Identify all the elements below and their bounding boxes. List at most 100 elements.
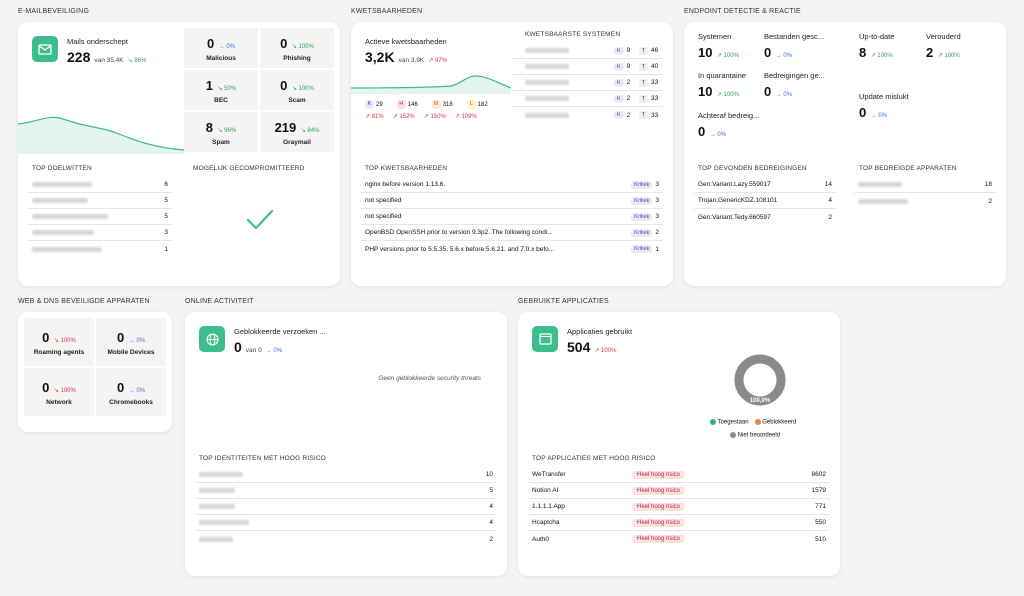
vuln-name: not specified xyxy=(365,197,402,204)
list-item[interactable]: 1 xyxy=(28,241,172,257)
top-devices-list: 18 2 xyxy=(854,177,996,209)
stat-up-to-date[interactable]: Up-to-date 8 ↗ 100% xyxy=(859,32,894,62)
tile-value: 8 xyxy=(205,119,214,135)
list-item[interactable]: 1.1.1.1 App Heel hoog risico 771 xyxy=(528,499,830,515)
tile-bec[interactable]: 1 ↘ 50% BEC xyxy=(184,70,258,110)
chip-medium[interactable]: M 318 xyxy=(431,100,453,109)
count: 5 xyxy=(164,197,168,204)
apps-donut-chart[interactable]: 100,0% xyxy=(732,352,788,408)
stat-systems[interactable]: Systemen 10 ↗ 100% xyxy=(698,32,739,62)
count: 1 xyxy=(655,245,659,253)
list-item[interactable]: K 2 T 33 xyxy=(511,75,663,91)
edr-card[interactable]: Systemen 10 ↗ 100% Bestanden gesc... 0 →… xyxy=(684,22,1006,286)
stat-files-scanned[interactable]: Bestanden gesc... 0 → 0% xyxy=(764,32,824,62)
list-item[interactable]: Trojan.GenericKDZ.108101 4 xyxy=(694,193,836,209)
tile-trend: ↘ 100% xyxy=(291,85,314,92)
list-item[interactable]: not specified Kritiek 3 xyxy=(361,209,663,225)
tile-network[interactable]: 0 ↘ 100% Network xyxy=(24,368,94,416)
blurred-text xyxy=(525,96,569,101)
stat-label: Up-to-date xyxy=(859,32,895,41)
list-item[interactable]: 3 xyxy=(28,225,172,241)
risk-badge: Heel hoog risico xyxy=(632,518,686,527)
email-security-card[interactable]: Mails onderschept 228 van 35,4K ↘ 86% 0 … xyxy=(18,22,340,286)
legend-not-rated[interactable]: Niet beoordeeld xyxy=(730,432,780,439)
list-item[interactable]: nginx before version 1.13.6. Kritiek 3 xyxy=(361,177,663,193)
legend-blocked[interactable]: Geblokkeerd xyxy=(754,419,796,426)
tile-malicious[interactable]: 0 → 0% Malicious xyxy=(184,28,258,68)
blurred-text xyxy=(32,182,92,187)
list-item[interactable]: 5 xyxy=(28,209,172,225)
vulns-sparkline xyxy=(351,75,511,94)
blocked-requests-trend: → 0% xyxy=(265,348,283,354)
app-name: Notion AI xyxy=(532,487,559,494)
chip-high[interactable]: H 146 xyxy=(396,100,418,109)
tile-mobile-devices[interactable]: 0 → 0% Mobile Devices xyxy=(96,318,166,366)
stat-value: 10 xyxy=(698,84,713,99)
list-item[interactable]: 6 xyxy=(28,177,172,193)
tile-scam[interactable]: 0 ↘ 100% Scam xyxy=(260,70,334,110)
list-item[interactable]: 2 xyxy=(854,193,996,209)
list-item[interactable]: Auth0 Heel hoog risico 510 xyxy=(528,531,830,547)
count: 6 xyxy=(164,181,168,188)
risk-badge: Heel hoog risico xyxy=(632,470,686,479)
list-item[interactable]: Gen:Variant.Tedy.660597 2 xyxy=(694,209,836,225)
list-item[interactable]: 10 xyxy=(195,467,497,483)
tile-chromebooks[interactable]: 0 → 0% Chromebooks xyxy=(96,368,166,416)
t-count: 40 xyxy=(651,63,659,70)
list-item[interactable]: K 9 T 46 xyxy=(511,43,663,59)
tile-graymail[interactable]: 219 ↘ 84% Graymail xyxy=(260,112,334,152)
blurred-text xyxy=(199,520,249,525)
list-item[interactable]: K 2 T 33 xyxy=(511,91,663,107)
tile-value: 0 xyxy=(280,77,288,93)
count: 2 xyxy=(988,197,992,205)
list-item[interactable]: 5 xyxy=(195,483,497,499)
list-item[interactable]: 4 xyxy=(195,499,497,515)
mails-trend: ↘ 86% xyxy=(127,58,147,64)
list-item[interactable]: WeTransfer Heel hoog risico 8602 xyxy=(528,467,830,483)
blurred-text xyxy=(32,230,94,235)
tile-value: 0 xyxy=(206,35,215,51)
online-activity-card[interactable]: Geblokkeerde verzoeken ... 0 van 0 → 0% … xyxy=(185,312,507,576)
vulnerabilities-card[interactable]: Actieve kwetsbaarheden 3,2K van 3,9K ↗ 9… xyxy=(351,22,673,286)
list-item[interactable]: 18 xyxy=(854,177,996,193)
count: 5 xyxy=(489,487,493,494)
section-title-online: ONLINE ACTIVITEIT xyxy=(185,298,254,305)
list-item[interactable]: Hcaptcha Heel hoog risico 550 xyxy=(528,515,830,531)
top-targets-title: TOP DOELWITTEN xyxy=(32,165,92,172)
stat-threats-found[interactable]: Bedreigingen ge... 0 → 0% xyxy=(764,71,825,101)
stat-update-failed[interactable]: Update mislukt 0 → 0% xyxy=(859,92,909,122)
tile-phishing[interactable]: 0 ↘ 100% Phishing xyxy=(260,28,334,68)
stat-outdated[interactable]: Verouderd 2 ↗ 100% xyxy=(926,32,961,62)
count: 771 xyxy=(815,503,826,510)
stat-label: Verouderd xyxy=(926,32,961,41)
t-count: 33 xyxy=(651,79,659,86)
chip-trend: ↗ 152% xyxy=(392,114,415,120)
list-item[interactable]: PHP versions prior to 5.5.35, 5.6.x befo… xyxy=(361,241,663,257)
legend-allowed[interactable]: Toegestaan xyxy=(710,419,749,426)
stat-retro-threats[interactable]: Achteraf bedreig... 0 → 0% xyxy=(698,111,759,141)
chip-critical[interactable]: K 29 xyxy=(365,100,383,109)
list-item[interactable]: 2 xyxy=(195,531,497,547)
list-item[interactable]: K 9 T 40 xyxy=(511,59,663,75)
list-item[interactable]: Gen:Variant.Lazy.559017 14 xyxy=(694,177,836,193)
list-item[interactable]: K 2 T 33 xyxy=(511,107,663,123)
applications-card[interactable]: Applicaties gebruikt 504 ↗ 100% 100,0% T… xyxy=(518,312,840,576)
list-item[interactable]: OpenBSD OpenSSH prior to version 9.3p2. … xyxy=(361,225,663,241)
blurred-text xyxy=(199,536,233,542)
list-item[interactable]: 4 xyxy=(195,515,497,531)
tile-label: Graymail xyxy=(283,138,311,146)
mails-intercepted-value: 228 xyxy=(67,49,91,65)
list-item[interactable]: 5 xyxy=(28,193,172,209)
tile-spam[interactable]: 8 ↘ 96% Spam xyxy=(184,112,258,152)
web-dns-card[interactable]: 0 ↘ 100% Roaming agents 0 → 0% Mobile De… xyxy=(18,312,172,432)
stat-quarantine[interactable]: In quarantaine 10 ↗ 100% xyxy=(698,71,746,101)
chip-letter: K xyxy=(365,100,374,109)
section-title-email: E-MAILBEVEILIGING xyxy=(18,8,90,15)
chip-low[interactable]: L 182 xyxy=(466,100,488,109)
tile-trend: ↘ 96% xyxy=(217,127,237,134)
compromised-title: MOGELIJK GECOMPROMITTEERD xyxy=(193,165,305,172)
list-item[interactable]: Notion AI Heel hoog risico 1579 xyxy=(528,483,830,499)
list-item[interactable]: not specified Kritiek 3 xyxy=(361,193,663,209)
severity-badge: Kritiek xyxy=(631,196,653,205)
tile-roaming-agents[interactable]: 0 ↘ 100% Roaming agents xyxy=(24,318,94,366)
